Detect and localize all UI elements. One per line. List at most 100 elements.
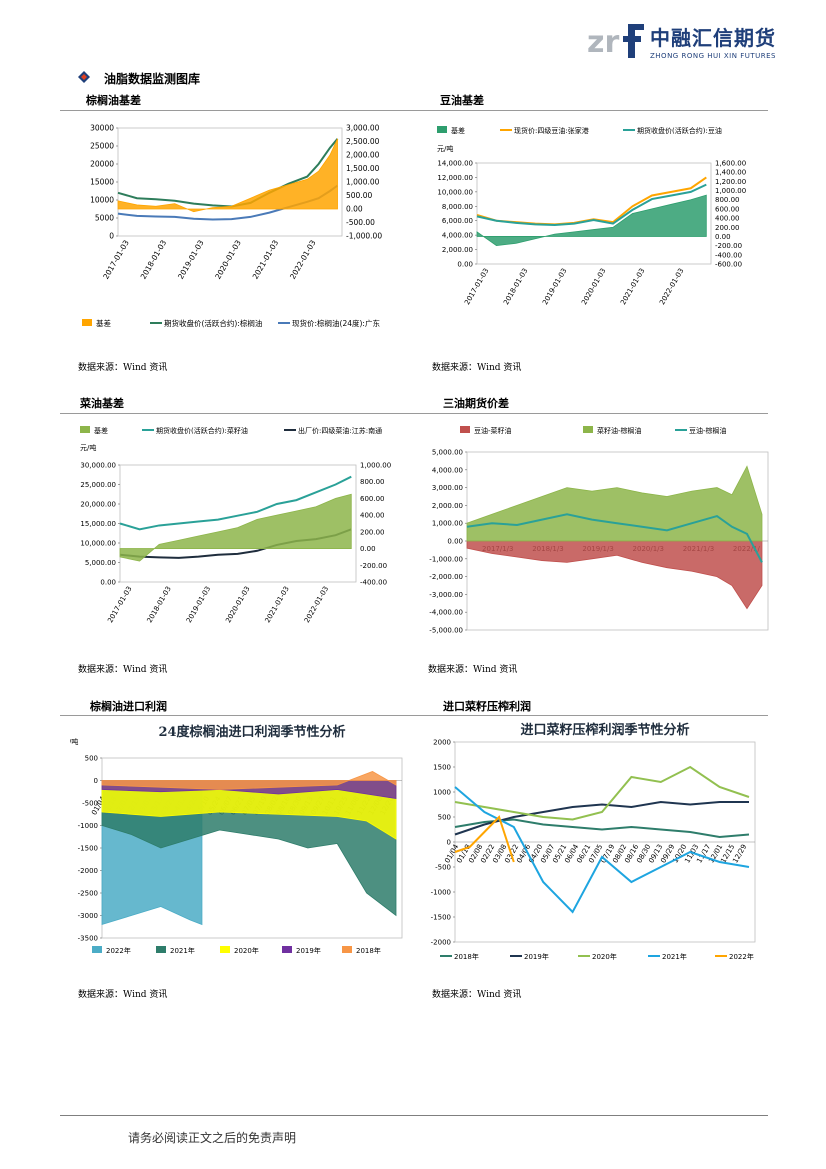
source-note: 数据来源：Wind 资讯 [432, 363, 522, 373]
legend-label: 菜籽油-棕榈油 [597, 426, 642, 435]
source-note: 数据来源：Wind 资讯 [432, 990, 522, 1000]
chart-three-oil-spread: 5,000.00 4,000.00 3,000.00 2,000.00 1,000.00… [425, 420, 770, 645]
legend-swatch [156, 946, 166, 953]
legend-label: 基差 [94, 426, 108, 435]
y-tick-label: 1,000.00 [432, 520, 463, 528]
legend-label: 期货收盘价(活跃合约):棕榈油 [164, 318, 262, 328]
legend-label: 基差 [96, 318, 111, 328]
y-tick-label: 1000 [433, 789, 451, 797]
x-tick-label: 2018-01-03 [139, 238, 169, 280]
y2-tick-label: 500.00 [346, 191, 372, 200]
y-tick-label: 5,000.00 [85, 559, 116, 567]
y-tick-label: 15,000.00 [80, 520, 116, 528]
series-line-期货收盘价(活跃合约):菜籽油 [119, 475, 352, 531]
y-tick-label: 2,000.00 [432, 502, 463, 510]
y-tick-label: 14,000.00 [437, 160, 473, 168]
legend-label: 2021年 [170, 946, 195, 955]
chart-title-three-oil-spread: 三油期货价差 [443, 397, 509, 410]
series-line-2020年 [454, 765, 750, 821]
y-tick-label: -2,000.00 [429, 573, 463, 581]
y-tick-label: -1500 [78, 845, 98, 853]
y-tick-label: 20,000.00 [80, 501, 116, 509]
x-tick-label: 2018-01-03 [146, 585, 173, 624]
legend-label: 期货收盘价(活跃合约):豆油 [637, 126, 722, 135]
x-tick-label: 2020-01-03 [224, 585, 251, 624]
y-tick-label: 15000 [90, 178, 114, 187]
series-line-豆油-棕榈油 [466, 513, 763, 563]
y-tick-label: 25,000.00 [80, 481, 116, 489]
series-line-2018年 [454, 818, 750, 839]
y2-tick-label: 600.00 [715, 205, 740, 213]
chart-palm-basis: 30000 25000 20000 15000 10000 5000 0 3,000.00 2,… [70, 118, 410, 338]
y2-tick-label: -400.00 [715, 251, 742, 259]
source-note: 数据来源：Wind 资讯 [78, 990, 168, 1000]
y2-tick-label: 0.00 [360, 545, 376, 553]
y-tick-label: -3,000.00 [429, 591, 463, 599]
y-tick-label: 0 [447, 839, 451, 847]
y2-tick-label: 200.00 [715, 224, 740, 232]
x-tick-label: 2022-01-03 [658, 267, 685, 306]
y-tick-label: 2,000.00 [442, 246, 473, 254]
y-tick-label: -4,000.00 [429, 609, 463, 617]
x-tick-label: 2020-01-03 [213, 238, 243, 280]
y-tick-label: 30,000.00 [80, 462, 116, 470]
y-tick-label: -2000 [78, 867, 98, 875]
y2-tick-label: 1,200.00 [715, 178, 746, 186]
x-tick-label: 2019-01-03 [176, 238, 206, 280]
chart-soy-basis: 元/吨 14,000.00 12,000.00 10,000.00 8,000.00 6,… [425, 118, 770, 338]
legend-swatch [282, 946, 292, 953]
company-name-cn: 中融汇信期货 [650, 26, 776, 50]
y-tick-label: 500 [85, 755, 98, 763]
legend-label: 2018年 [356, 946, 381, 955]
y2-tick-label: -400.00 [360, 579, 387, 587]
y-unit-label: 元/吨 [70, 737, 78, 746]
y2-tick-label: 200.00 [360, 528, 385, 536]
source-note: 数据来源：Wind 资讯 [78, 363, 168, 373]
legend-label: 现货价:棕榈油(24度):广东 [292, 318, 380, 328]
y2-tick-label: -500.00 [346, 218, 375, 227]
y-tick-label: 2000 [433, 739, 451, 747]
y2-tick-label: 2,000.00 [346, 151, 380, 160]
x-tick-label: 2017-01-03 [101, 238, 131, 280]
y-tick-label: -1000 [78, 822, 98, 830]
legend-swatch [80, 426, 90, 433]
y-tick-label: -1500 [431, 914, 451, 922]
y2-tick-label: 3,000.00 [346, 124, 380, 133]
y2-tick-label: 400.00 [360, 512, 385, 520]
diamond-bullet-icon [78, 71, 90, 83]
y2-tick-label: 1,400.00 [715, 169, 746, 177]
y-tick-label: -3000 [78, 912, 98, 920]
y-tick-label: 6,000.00 [442, 217, 473, 225]
x-tick-label: 2022-01-03 [303, 585, 330, 624]
legend-label: 2021年 [662, 952, 687, 961]
section-title: 油脂数据监测图库 [104, 72, 201, 86]
y-tick-label: 12,000.00 [437, 174, 473, 182]
legend-label: 现货价:四级豆油:张家港 [514, 126, 589, 135]
y-unit-label: 元/吨 [80, 443, 96, 452]
y2-tick-label: 400.00 [715, 215, 740, 223]
series-area-豆油-菜籽油 [466, 540, 763, 610]
y2-tick-label: -1,000.00 [346, 232, 382, 241]
chart-title-rapeseed-basis: 菜油基差 [80, 397, 124, 410]
chart-rapeseed-basis: 元/吨 30,000.00 25,000.00 20,000.00 15,000.00 1… [70, 420, 410, 645]
legend-label: 2019年 [296, 946, 321, 955]
legend-swatch [92, 946, 102, 953]
y-tick-label: 0 [94, 777, 98, 785]
svg-text:zr: zr [587, 25, 619, 58]
y-tick-label: 25000 [90, 142, 114, 151]
y2-tick-label: 1,600.00 [715, 160, 746, 168]
y2-tick-label: 1,000.00 [346, 178, 380, 187]
footer-divider [60, 1115, 768, 1116]
company-name-en: ZHONG RONG HUI XIN FUTURES [650, 52, 776, 60]
series-line-2019年 [454, 800, 749, 836]
y2-tick-label: 600.00 [360, 495, 385, 503]
chart-title-rapeseed-crush: 进口菜籽压榨利润 [443, 700, 531, 713]
series-line-2022年 [454, 815, 515, 863]
plot-area [476, 162, 712, 265]
y-tick-label: 10000 [90, 196, 114, 205]
series-area-基差 [117, 138, 338, 213]
y-tick-label: 8,000.00 [442, 203, 473, 211]
y2-tick-label: 1,500.00 [346, 164, 380, 173]
series-area-2020年 [101, 780, 397, 840]
y2-tick-label: 800.00 [360, 478, 385, 486]
